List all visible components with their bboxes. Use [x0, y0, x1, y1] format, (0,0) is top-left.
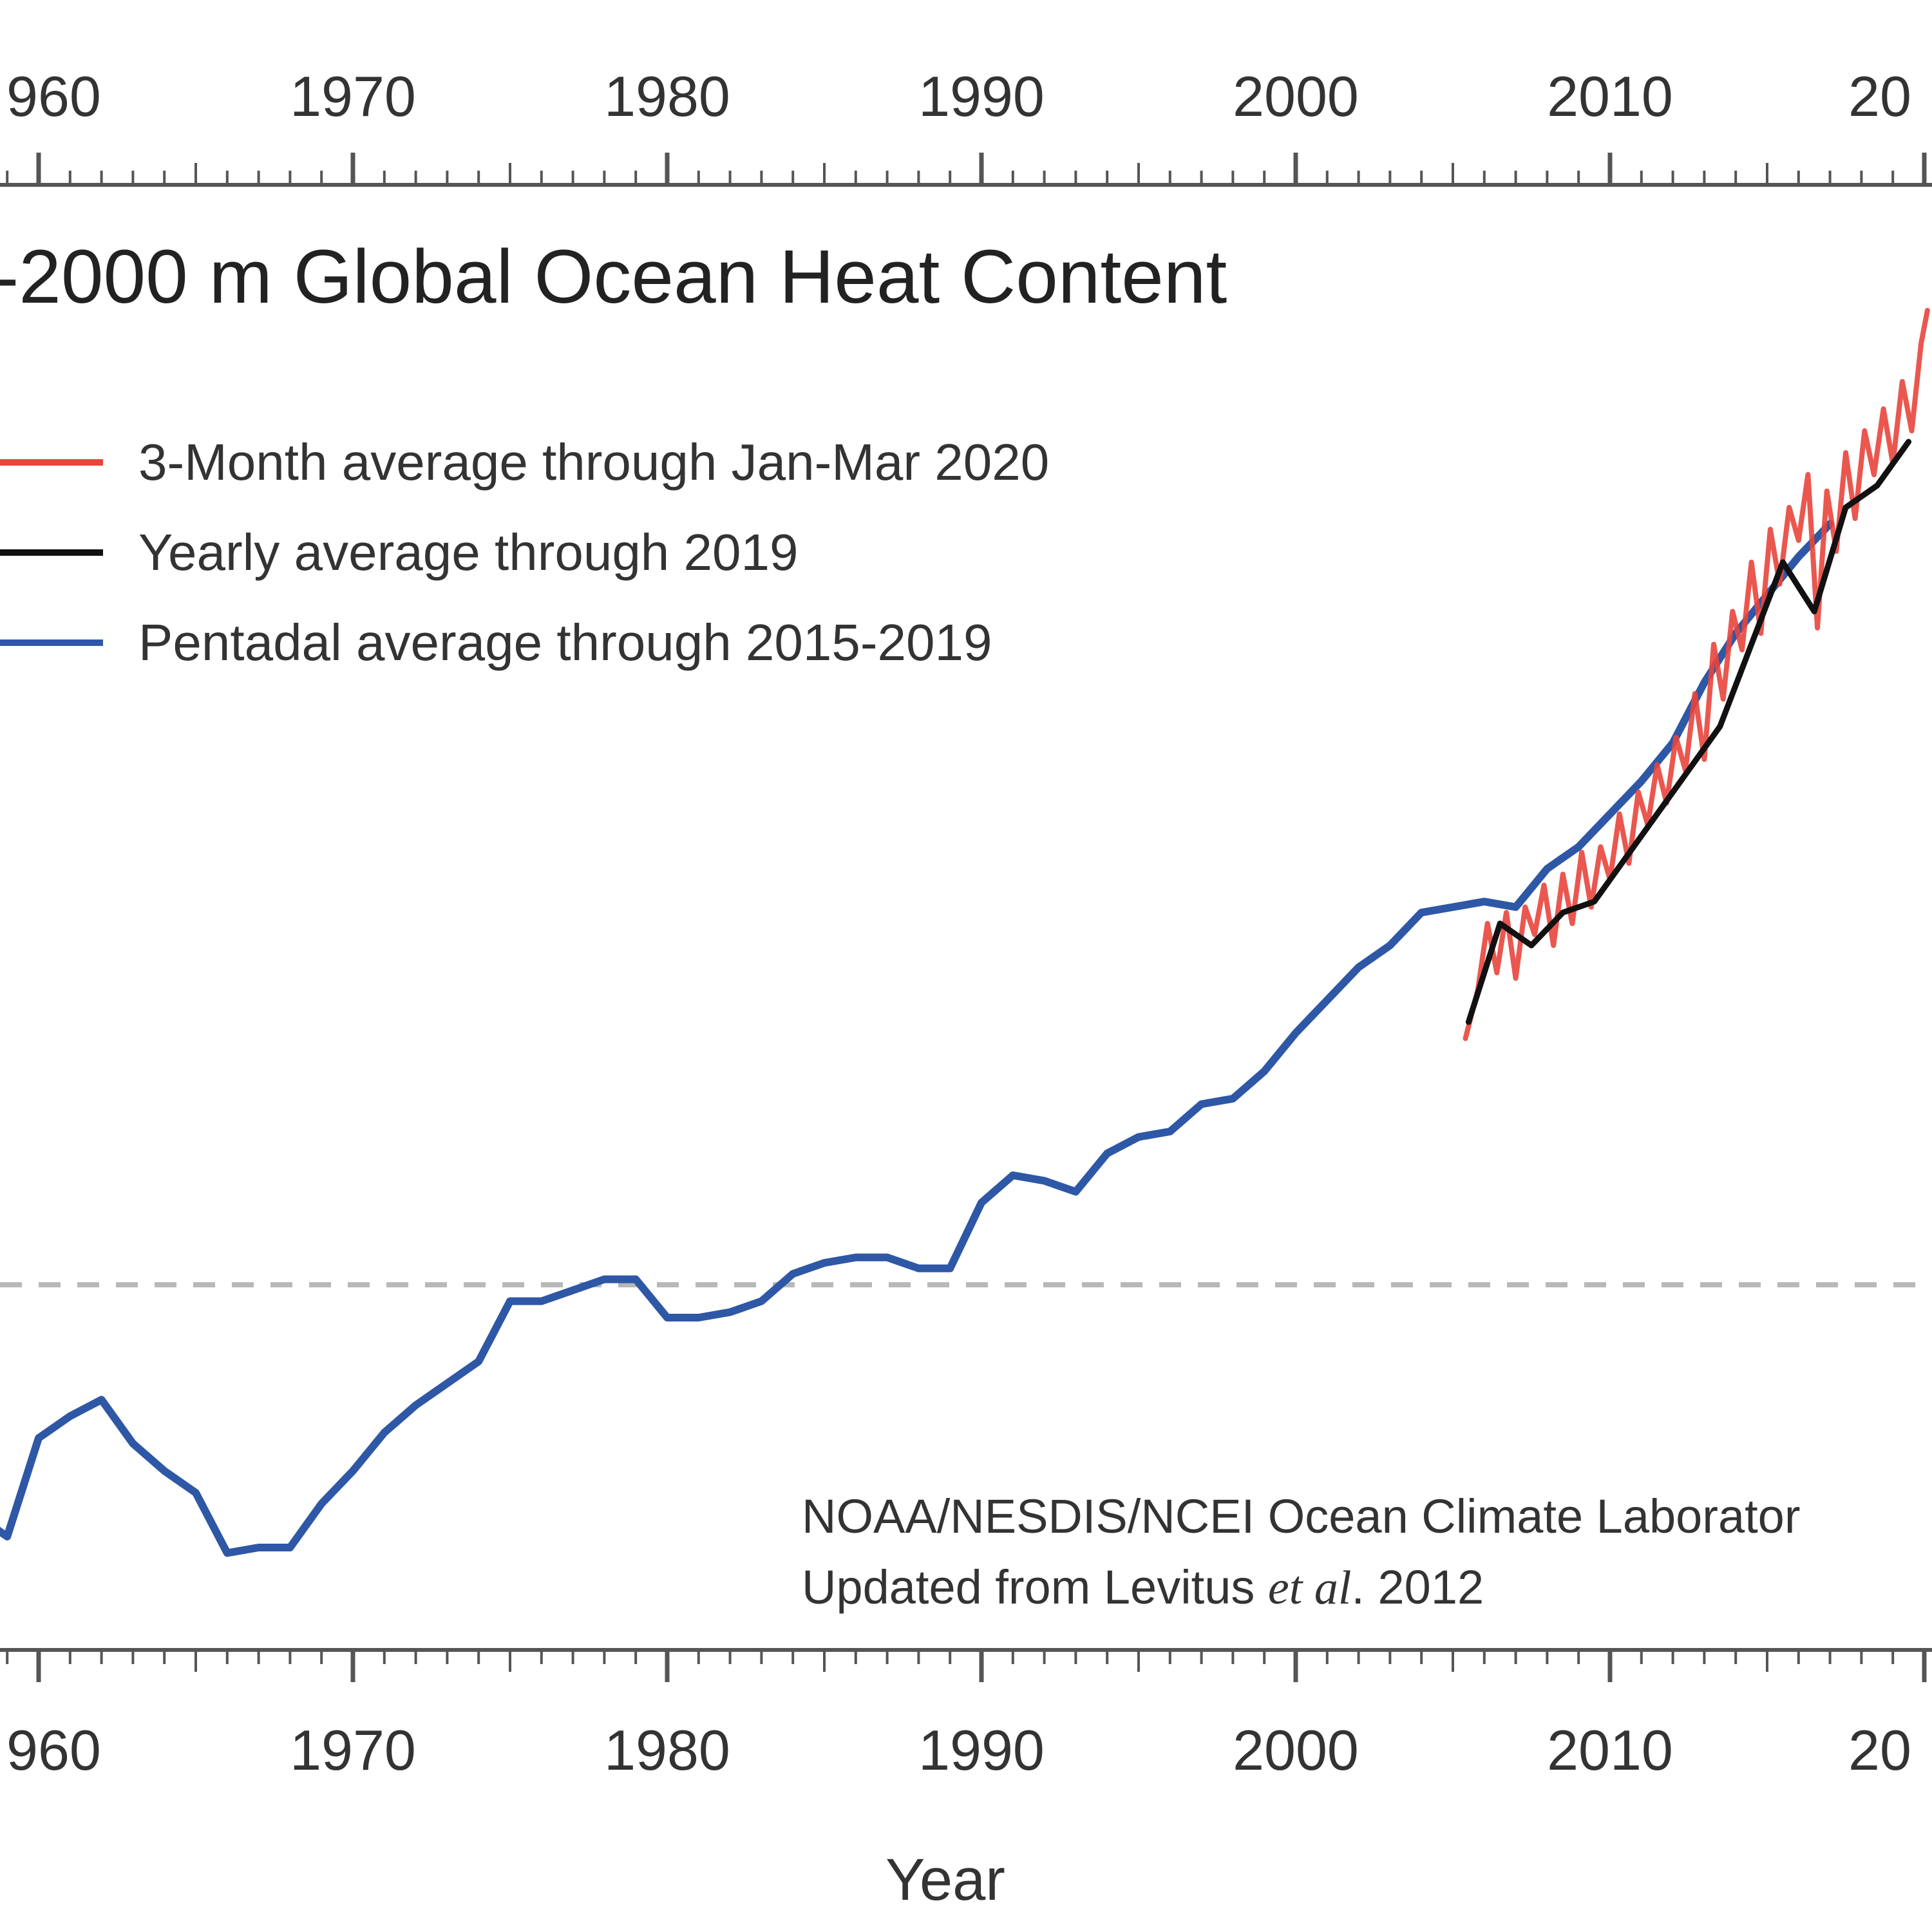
bottom-tick-label-1990: 1990	[918, 1718, 1045, 1782]
legend-label-yearly: Yearly average through 2019	[138, 524, 799, 581]
legend-label-3-month: 3-Month average through Jan-Mar 2020	[138, 433, 1049, 491]
bottom-tick-label-20: 20	[1848, 1718, 1911, 1782]
top-tick-label-1980: 1980	[604, 64, 730, 128]
x-axis-label: Year	[886, 1847, 1005, 1913]
top-tick-label-2010: 2010	[1547, 64, 1673, 128]
series-line-3-month	[1463, 308, 1930, 1041]
credit-line-2: Updated from Levitus et al. 2012	[802, 1560, 1484, 1615]
top-tick-label-1970: 1970	[290, 64, 416, 128]
bottom-tick-label-1980: 1980	[604, 1718, 730, 1782]
series-line-yearly	[1465, 439, 1912, 1025]
credit-line-1: NOAA/NESDIS/NCEI Ocean Climate Laborator	[802, 1490, 1800, 1543]
credit-line-2-italic: et al	[1268, 1562, 1351, 1615]
bottom-x-ticks	[6, 1650, 1927, 1682]
top-tick-label-960: 960	[6, 64, 101, 128]
legend: 3-Month average through Jan-Mar 2020 Yea…	[0, 433, 1049, 671]
top-tick-label-1990: 1990	[918, 64, 1045, 128]
credit-line-2-suffix: . 2012	[1351, 1560, 1484, 1614]
bottom-x-tick-labels: 960 1970 1980 1990 2000 2010 20	[6, 1718, 1911, 1782]
bottom-tick-label-960: 960	[6, 1718, 101, 1782]
legend-label-pentadal: Pentadal average through 2015-2019	[138, 614, 992, 671]
bottom-tick-label-2010: 2010	[1547, 1718, 1673, 1782]
chart-title: -2000 m Global Ocean Heat Content	[0, 234, 1227, 319]
bottom-tick-label-1970: 1970	[290, 1718, 416, 1782]
top-x-ticks	[6, 153, 1927, 185]
credit-line-2-prefix: Updated from Levitus	[802, 1560, 1268, 1614]
top-x-tick-labels: 960 1970 1980 1990 2000 2010 20	[6, 64, 1911, 128]
bottom-tick-label-2000: 2000	[1233, 1718, 1359, 1782]
series-line-pentadal	[0, 520, 1834, 1557]
top-tick-label-2000: 2000	[1233, 64, 1359, 128]
top-tick-label-20: 20	[1848, 64, 1911, 128]
